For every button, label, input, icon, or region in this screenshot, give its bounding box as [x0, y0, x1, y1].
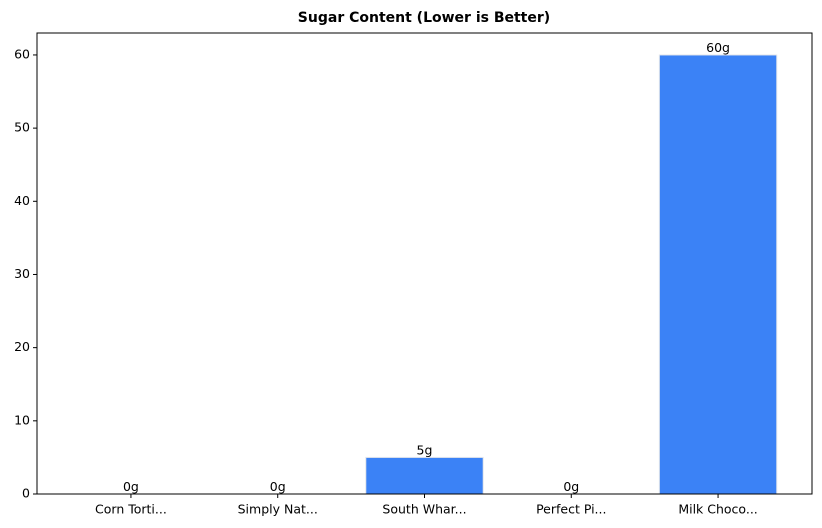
chart-title: Sugar Content (Lower is Better) [298, 10, 550, 26]
x-tick-label: South Whar... [382, 502, 466, 517]
y-tick-label: 50 [14, 120, 30, 135]
y-tick-label: 0 [22, 486, 30, 501]
x-tick-label: Perfect Pi... [536, 502, 606, 517]
plot-frame [36, 32, 813, 495]
value-label: 0g [563, 479, 579, 494]
y-tick-label: 20 [14, 339, 30, 354]
x-tick-label: Milk Choco... [678, 502, 757, 517]
value-label: 0g [270, 479, 286, 494]
y-tick-label: 10 [14, 412, 30, 427]
value-label: 0g [123, 479, 139, 494]
bar [658, 54, 778, 495]
value-label: 5g [417, 442, 433, 457]
value-label: 60g [706, 40, 730, 55]
bar [365, 456, 484, 495]
y-tick-label: 30 [14, 266, 30, 281]
y-tick-label: 40 [14, 193, 30, 208]
y-tick-label: 60 [14, 46, 30, 61]
x-tick-label: Simply Nat... [238, 502, 318, 517]
x-tick-label: Corn Torti... [95, 502, 167, 517]
